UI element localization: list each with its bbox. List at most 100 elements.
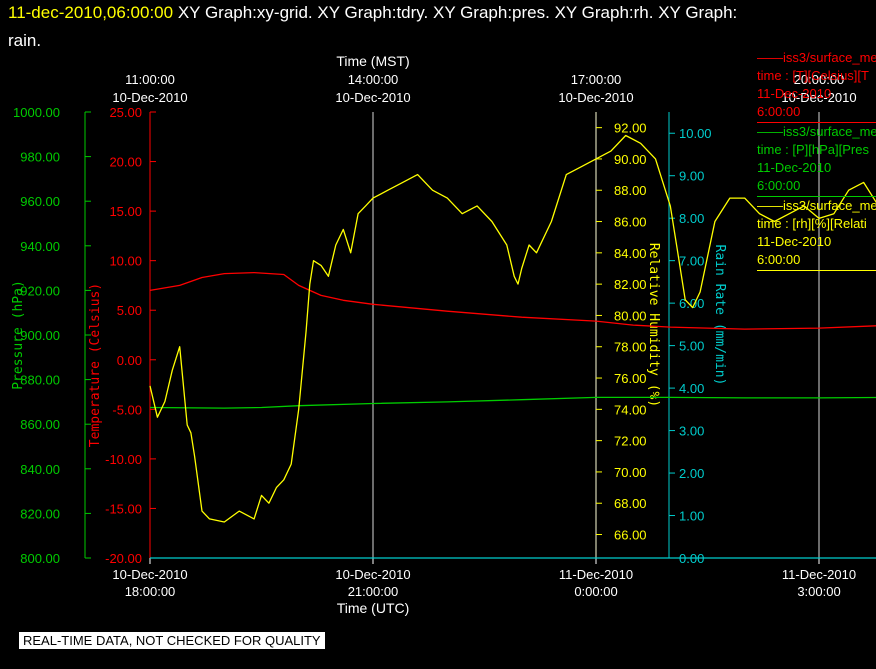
temperature-tick-label: 25.00 (109, 105, 142, 120)
series-line-humidity (149, 134, 876, 523)
pressure-tick-label: 1000.00 (13, 105, 60, 120)
humidity-tick-label: 66.00 (614, 528, 647, 543)
rain-tick-label: 5.00 (679, 339, 704, 354)
legend-time: 6:00:00 (757, 252, 801, 267)
legend-time: 6:00:00 (757, 104, 801, 119)
temperature-tick-label: -15.00 (105, 501, 142, 516)
series-line-temperature (149, 271, 876, 330)
pressure-tick-label: 940.00 (20, 239, 60, 254)
rain-tick-label: 7.00 (679, 254, 704, 269)
pressure-axis-title: Pressure (hPa) (11, 280, 26, 390)
x-tick-label-date: 10-Dec-2010 (112, 567, 187, 582)
legend-entry-pressure[interactable]: ——iss3/surface_me time : [P][hPa][Pres 1… (757, 123, 876, 197)
temperature-tick-label: -20.00 (105, 551, 142, 566)
humidity-tick-label: 72.00 (614, 434, 647, 449)
header-datetime: 11-dec-2010,06:00:00 (8, 3, 174, 22)
pressure-tick-label: 960.00 (20, 194, 60, 209)
x-tick-label-date: 11-Dec-2010 (559, 567, 633, 582)
pressure-tick-label: 980.00 (20, 150, 60, 165)
temperature-tick-label: 20.00 (109, 155, 142, 170)
pressure-tick-label: 820.00 (20, 506, 60, 521)
x-top-tick-label-date: 10-Dec-2010 (335, 90, 410, 105)
rain-axis-title: Rain Rate (mm/min) (712, 245, 727, 386)
series-line-pressure (149, 396, 876, 409)
rain-tick-label: 6.00 (679, 296, 704, 311)
temperature-axis-title: Temperature (Celsius) (88, 283, 103, 447)
humidity-tick-label: 74.00 (614, 402, 647, 417)
header-line-2: rain. (8, 31, 41, 51)
legend: ——iss3/surface_me time : [T][Celsius][T … (757, 49, 876, 271)
temperature-tick-label: 10.00 (109, 254, 142, 269)
temperature-tick-label: 0.00 (117, 353, 142, 368)
quality-notice: REAL-TIME DATA, NOT CHECKED FOR QUALITY (19, 632, 325, 649)
pressure-tick-label: 840.00 (20, 462, 60, 477)
pressure-tick-label: 800.00 (20, 551, 60, 566)
legend-source: iss3/surface_me (783, 50, 876, 65)
x-top-tick-label-date: 10-Dec-2010 (781, 90, 856, 105)
legend-entry-temperature[interactable]: ——iss3/surface_me time : [T][Celsius][T … (757, 49, 876, 123)
x-top-axis-title: Time (MST) (336, 53, 409, 69)
graph-name-pres[interactable]: XY Graph:pres. (432, 3, 550, 22)
x-top-tick-label-time: 11:00:00 (125, 72, 175, 87)
legend-variable: time : [P][hPa][Pres (757, 142, 869, 157)
pressure-tick-label: 860.00 (20, 417, 60, 432)
x-top-tick-label-time: 20:00:00 (794, 72, 845, 87)
x-bottom-axis-title: Time (UTC) (337, 600, 410, 616)
pressure-tick-label: 900.00 (20, 328, 60, 343)
x-tick-label-time: 0:00:00 (574, 584, 617, 599)
pressure-tick-label: 880.00 (20, 373, 60, 388)
legend-series-line: ——iss3/surface_me (757, 198, 876, 213)
rain-tick-label: 2.00 (679, 466, 704, 481)
humidity-tick-label: 68.00 (614, 496, 647, 511)
legend-time: 6:00:00 (757, 178, 801, 193)
humidity-tick-label: 80.00 (614, 308, 647, 323)
x-tick-label-time: 3:00:00 (797, 584, 840, 599)
legend-source: iss3/surface_me (783, 124, 876, 139)
rain-tick-label: 1.00 (679, 509, 704, 524)
graph-name-rh[interactable]: XY Graph:rh. (554, 3, 654, 22)
humidity-tick-label: 84.00 (614, 246, 647, 261)
x-top-tick-label-time: 17:00:00 (571, 72, 622, 87)
legend-variable: time : [rh][%][Relati (757, 216, 867, 231)
temperature-tick-label: 5.00 (117, 303, 142, 318)
rain-tick-label: 8.00 (679, 211, 704, 226)
legend-variable: time : [T][Celsius][T (757, 68, 869, 83)
legend-date: 11-Dec-2010 (757, 86, 832, 101)
pressure-tick-label: 920.00 (20, 283, 60, 298)
rain-tick-label: 3.00 (679, 424, 704, 439)
humidity-tick-label: 78.00 (614, 340, 647, 355)
humidity-tick-label: 76.00 (614, 371, 647, 386)
legend-source: iss3/surface_me (783, 198, 876, 213)
humidity-tick-label: 88.00 (614, 183, 647, 198)
rain-tick-label: 10.00 (679, 126, 712, 141)
graph-name-rain-suffix[interactable]: rain. (8, 31, 42, 50)
legend-entry-humidity[interactable]: ——iss3/surface_me time : [rh][%][Relati … (757, 197, 876, 271)
x-tick-label-time: 21:00:00 (348, 584, 399, 599)
x-tick-label-time: 18:00:00 (125, 584, 176, 599)
humidity-tick-label: 86.00 (614, 215, 647, 230)
temperature-tick-label: 15.00 (109, 204, 142, 219)
humidity-tick-label: 92.00 (614, 121, 647, 136)
graph-name-rain-prefix[interactable]: XY Graph: (658, 3, 738, 22)
rain-tick-label: 9.00 (679, 169, 704, 184)
legend-date: 11-Dec-2010 (757, 160, 832, 175)
x-top-tick-label-date: 10-Dec-2010 (558, 90, 633, 105)
rain-tick-label: 4.00 (679, 381, 704, 396)
x-top-tick-label-time: 14:00:00 (348, 72, 399, 87)
humidity-axis-title: Relative Humidity (%) (646, 243, 661, 407)
header-line-1: 11-dec-2010,06:00:00 XY Graph:xy-grid. X… (8, 3, 737, 23)
temperature-tick-label: -10.00 (105, 452, 142, 467)
graph-name-xy-grid[interactable]: XY Graph:xy-grid. (177, 3, 313, 22)
legend-date: 11-Dec-2010 (757, 234, 832, 249)
x-tick-label-date: 10-Dec-2010 (335, 567, 410, 582)
legend-series-line: ——iss3/surface_me (757, 50, 876, 65)
graph-name-tdry[interactable]: XY Graph:tdry. (317, 3, 429, 22)
legend-series-line: ——iss3/surface_me (757, 124, 876, 139)
x-tick-label-date: 11-Dec-2010 (782, 567, 856, 582)
humidity-tick-label: 90.00 (614, 152, 647, 167)
temperature-tick-label: -5.00 (112, 402, 142, 417)
humidity-tick-label: 82.00 (614, 277, 647, 292)
humidity-tick-label: 70.00 (614, 465, 647, 480)
x-top-tick-label-date: 10-Dec-2010 (112, 90, 187, 105)
